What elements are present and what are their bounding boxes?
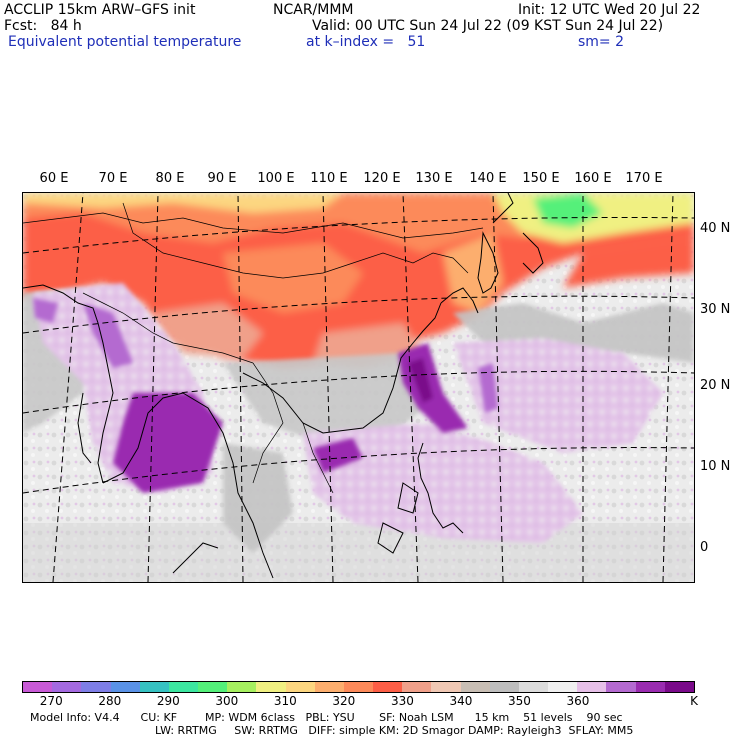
colorbar-tick: 310 (273, 694, 297, 708)
colorbar-segment (606, 682, 636, 692)
colorbar-segment (431, 682, 461, 692)
colorbar-segment (285, 682, 315, 692)
init-time: Init: 12 UTC Wed 20 Jul 22 (518, 2, 701, 18)
latitude-label: 40 N (700, 221, 731, 236)
colorbar-segment (198, 682, 228, 692)
colorbar-tick: 350 (507, 694, 531, 708)
colorbar-segment (489, 682, 519, 692)
longitude-label: 80 E (155, 171, 185, 186)
longitude-label: 140 E (469, 171, 507, 186)
longitude-label: 110 E (310, 171, 348, 186)
longitude-label: 60 E (39, 171, 69, 186)
forecast-hour: Fcst: 84 h (4, 18, 82, 34)
colorbar (22, 681, 695, 693)
colorbar-segment (548, 682, 578, 692)
colorbar-segment (23, 682, 53, 692)
colorbar-tick: 300 (215, 694, 239, 708)
field-title: Equivalent potential temperature (8, 34, 242, 50)
colorbar-segment (402, 682, 432, 692)
map-canvas (23, 193, 694, 582)
colorbar-tick: 270 (39, 694, 63, 708)
colorbar-segment (664, 682, 694, 692)
level-label: at k–index = 51 (306, 34, 426, 50)
longitude-label: 90 E (207, 171, 237, 186)
colorbar-segment (110, 682, 140, 692)
colorbar-segment (81, 682, 111, 692)
longitude-label: 130 E (415, 171, 453, 186)
colorbar-tick: 320 (332, 694, 356, 708)
colorbar-tick: 360 (566, 694, 590, 708)
longitude-label: 120 E (363, 171, 401, 186)
colorbar-tick: 330 (390, 694, 414, 708)
latitude-label: 10 N (700, 459, 731, 474)
colorbar-tick: 280 (98, 694, 122, 708)
valid-time: Valid: 00 UTC Sun 24 Jul 22 (09 KST Sun … (312, 18, 664, 34)
longitude-label: 100 E (257, 171, 295, 186)
theta-e-map (22, 192, 695, 583)
longitude-label: 150 E (522, 171, 560, 186)
colorbar-segment (577, 682, 607, 692)
latitude-label: 0 (700, 540, 709, 555)
colorbar-segment (635, 682, 665, 692)
colorbar-segment (168, 682, 199, 692)
colorbar-segment (518, 682, 549, 692)
latitude-label: 20 N (700, 378, 731, 393)
longitude-label: 70 E (98, 171, 128, 186)
latitude-label: 30 N (700, 302, 731, 317)
colorbar-segment (373, 682, 403, 692)
longitude-label: 170 E (625, 171, 663, 186)
colorbar-tick: 340 (449, 694, 473, 708)
southern-gray-band (23, 523, 694, 582)
colorbar-segment (314, 682, 344, 692)
country-borders (23, 202, 484, 494)
model-info-line1: Model Info: V4.4 CU: KF MP: WDM 6class P… (30, 711, 623, 724)
colorbar-segment (52, 682, 82, 692)
graticule (23, 193, 694, 582)
colorbar-segment (256, 682, 286, 692)
colorbar-segment (343, 682, 374, 692)
institution-label: NCAR/MMM (273, 2, 354, 18)
coastlines (23, 193, 544, 579)
colorbar-unit: K (690, 694, 698, 708)
colorbar-tick: 290 (156, 694, 180, 708)
colorbar-segment (460, 682, 490, 692)
smoothing-label: sm= 2 (578, 34, 625, 50)
colorbar-segment (227, 682, 257, 692)
longitude-label: 160 E (574, 171, 612, 186)
colorbar-segment (139, 682, 169, 692)
model-title: ACCLIP 15km ARW–GFS init (4, 2, 196, 18)
model-info-line2: LW: RRTMG SW: RRTMG DIFF: simple KM: 2D … (155, 724, 634, 737)
high-theta-e-purple (33, 298, 498, 493)
